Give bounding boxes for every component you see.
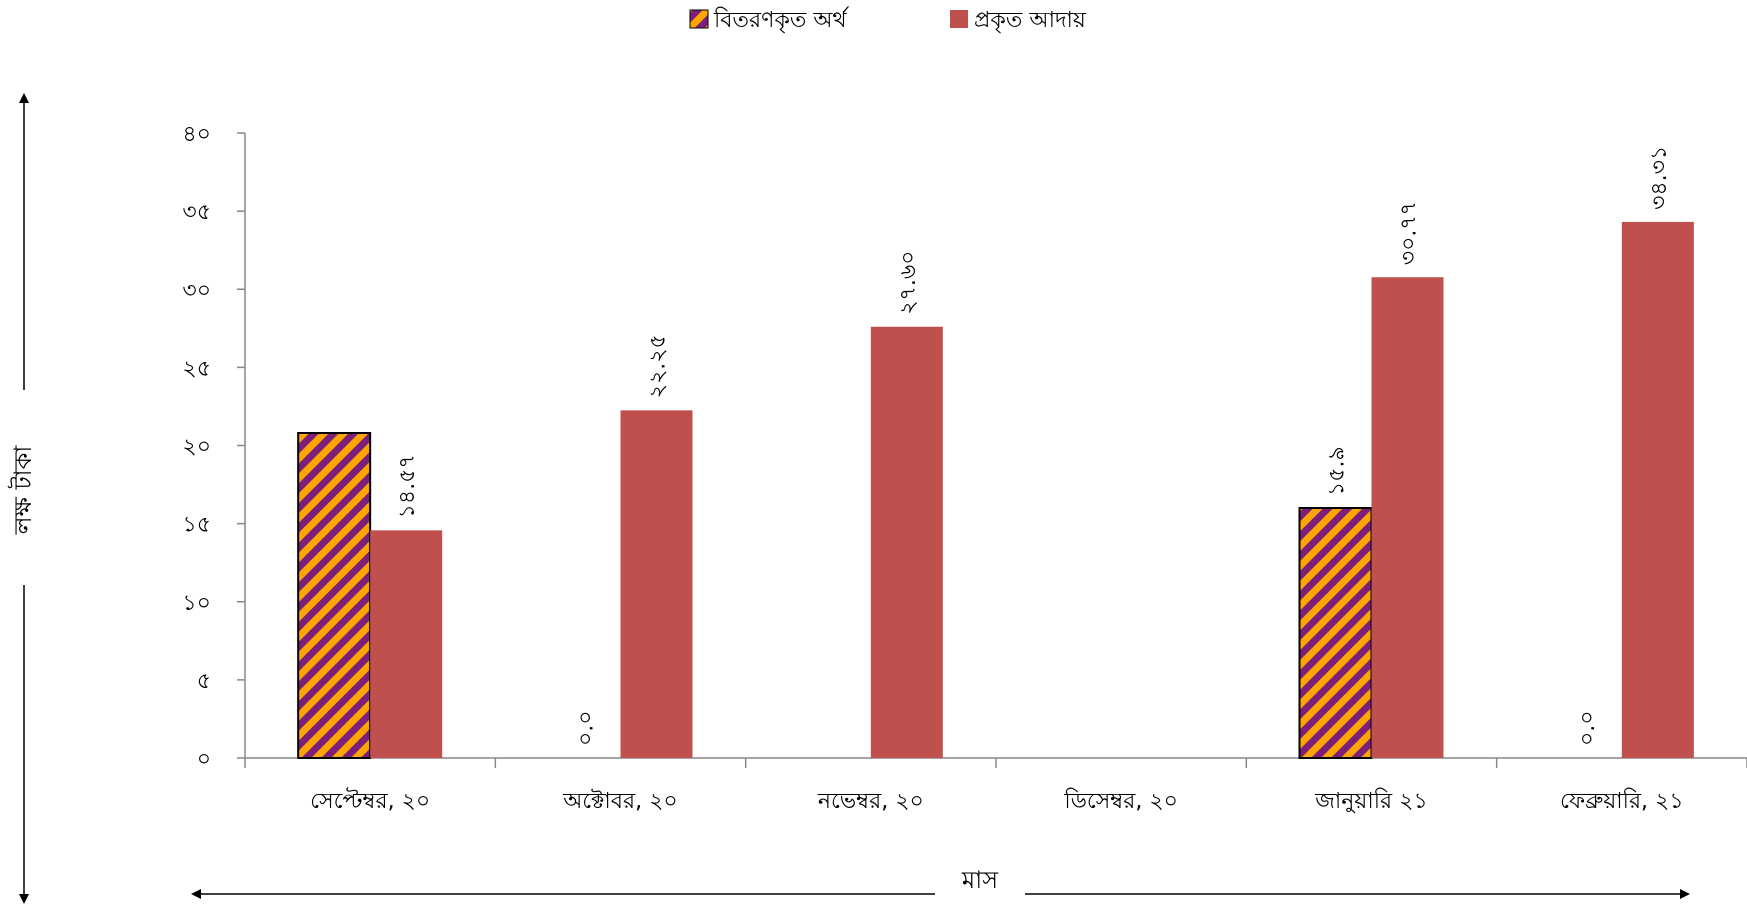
bar-collected [620, 410, 693, 758]
y-tick-label: ১০ [182, 591, 211, 616]
data-label: ০.০ [574, 710, 599, 746]
category-label: অক্টোবর, ২০ [562, 789, 678, 814]
y-axis-title-group: লক্ষ টাকা [8, 93, 37, 904]
bar-collected [870, 326, 943, 758]
data-label: ১৫.৯ [1325, 446, 1350, 496]
category-label: নভেম্বর, ২০ [817, 789, 924, 814]
category-label: জানুয়ারি ২১ [1314, 788, 1428, 814]
data-label: ৩৪.৩১ [1647, 146, 1672, 210]
data-label: ২২.২৫ [646, 334, 671, 398]
y-tick-label: ৩০ [182, 278, 211, 303]
data-label: ৩০.৭৭ [1397, 201, 1422, 265]
legend-swatch-collected [950, 10, 968, 28]
y-axis-title: লক্ষ টাকা [8, 445, 37, 536]
data-label: ২৭.৬০ [896, 251, 921, 315]
data-label: ০.০ [1575, 710, 1600, 746]
bar-disbursed [297, 432, 372, 759]
y-tick-label: ১৫ [182, 513, 211, 538]
y-axis: ০ ৫ ১০ ১৫ ২০ ২৫ ৩০ ৩৫ ৪০ [182, 122, 246, 772]
legend-label-disbursed: বিতরণকৃত অর্থ [713, 6, 850, 33]
y-tick-label: ২০ [182, 435, 211, 460]
legend-swatch-disbursed [689, 9, 709, 29]
legend-label-collected: প্রকৃত আদায় [974, 8, 1087, 33]
category-label: ডিসেম্বর, ২০ [1063, 788, 1178, 814]
y-tick-label: ৫ [197, 669, 211, 694]
bar-collected [1621, 221, 1694, 758]
category-label: সেপ্টেম্বর, ২০ [310, 787, 430, 814]
y-tick-label: ২৫ [182, 356, 211, 381]
bar-disbursed [1298, 507, 1373, 759]
bar-collected [370, 530, 443, 758]
y-tick-label: ৩৫ [182, 200, 211, 225]
x-axis: সেপ্টেম্বর, ২০ অক্টোবর, ২০ নভেম্বর, ২০ ডিসে… [244, 757, 1747, 814]
data-label: ১৪.৫৭ [395, 454, 420, 518]
x-axis-title: মাস [961, 866, 999, 894]
bars [297, 221, 1694, 759]
y-tick-label: ৪০ [182, 122, 211, 147]
x-axis-title-group: মাস [191, 866, 1690, 899]
data-labels: ০.০ ১৫.৯ ০.০ ১৪.৫৭ ২২.২৫ ২৭.৬০ ৩০.৭৭ ৩৪.৩১ [395, 146, 1672, 746]
legend: বিতরণকৃত অর্থ প্রকৃত আদায় [689, 6, 1087, 33]
bar-collected [1371, 277, 1444, 758]
y-tick-label: ০ [197, 747, 211, 772]
category-label: ফেব্রুয়ারি, ২১ [1560, 788, 1684, 814]
